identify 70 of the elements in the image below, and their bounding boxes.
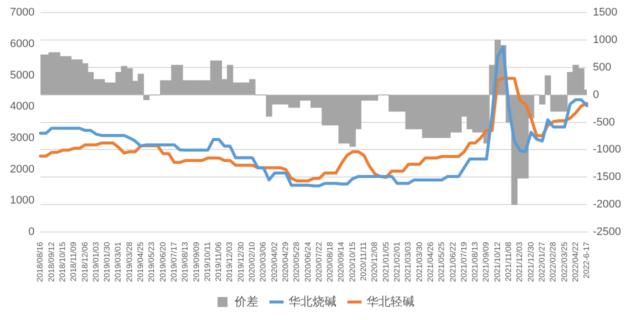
x-tick-label: 2020/06/24: [303, 241, 312, 282]
x-tick-label: 2020/10/15: [348, 241, 357, 282]
y2-tick-label: -2500: [592, 226, 622, 238]
x-tick-label: 2018/09/12: [46, 241, 56, 282]
x-tick-label: 2019/03/01: [114, 241, 123, 282]
x-tick-label: 2022-6-17: [582, 241, 592, 278]
x-tick-label: 2018/11/09: [69, 241, 78, 282]
y2-tick-label: -500: [592, 116, 615, 128]
y2-tick-label: 500: [592, 61, 612, 74]
x-tick-label: 2019/04/25: [136, 241, 146, 282]
x-tick-label: 2022/04/22: [570, 241, 580, 282]
x-tick-label: 2019/10/11: [202, 241, 212, 282]
x-tick-label: 2020/02/10: [248, 241, 257, 282]
y-tick-label: 7000: [10, 6, 34, 19]
y-tick-label: 5000: [10, 69, 34, 82]
x-tick-label: 2021/12/03: [515, 241, 524, 282]
x-tick-label: 2022/01/27: [537, 241, 546, 282]
y2-tick-label: -1500: [592, 171, 622, 184]
x-tick-label: 2020/07/22: [314, 241, 324, 282]
x-tick-label: 2019/12/30: [236, 241, 246, 282]
x-tick-label: 2021/01/05: [381, 241, 390, 282]
x-tick-label: 2019/05/23: [147, 241, 156, 282]
x-tick-label: 2021/03/03: [404, 241, 413, 282]
y-tick-label: 3000: [10, 132, 34, 144]
x-tick-label: 2020/09/14: [336, 241, 346, 282]
y-tick-label: 4000: [10, 100, 34, 113]
x-tick-label: 2018/10/15: [58, 241, 67, 282]
y2-tick-label: 1500: [592, 6, 618, 19]
x-tick-label: 2021/07/19: [459, 241, 468, 282]
y-tick-label: 2000: [10, 163, 34, 176]
legend-label: 华北轻碱: [366, 294, 414, 308]
y2-tick-label: 0: [592, 88, 599, 101]
y-tick-label: 0: [28, 226, 34, 238]
x-tick-label: 2022/03/25: [560, 241, 569, 282]
x-tick-label: 2021/09/09: [482, 241, 491, 282]
x-tick-label: 2021/06/22: [448, 241, 458, 282]
x-tick-label: 2018/08/16: [36, 241, 45, 282]
x-tick-label: 2019/07/17: [169, 241, 178, 282]
x-tick-label: 2020/12/08: [370, 241, 380, 282]
x-tick-label: 2019/08/13: [180, 241, 190, 282]
x-tick-label: 2020/03/06: [258, 241, 268, 282]
x-tick-label: 2021/08/13: [470, 241, 480, 282]
x-tick-label: 2022/02/28: [548, 241, 558, 282]
x-tick-label: 2021/12/30: [526, 241, 536, 282]
x-tick-label: 2019/12/03: [225, 241, 234, 282]
y2-tick-label: 1000: [592, 34, 618, 46]
x-tick-label: 2019/01/03: [91, 241, 100, 282]
x-tick-label: 2019/11/06: [214, 241, 224, 282]
legend-label: 价差: [234, 294, 258, 308]
legend-label: 华北烧碱: [288, 294, 336, 308]
y-tick-label: 6000: [10, 38, 34, 50]
x-tick-label: 2020/04/02: [270, 241, 279, 282]
y2-tick-label: -1000: [592, 144, 622, 156]
x-tick-label: 2019/03/28: [124, 241, 134, 282]
x-tick-label: 2018/12/06: [80, 241, 90, 282]
x-tick-label: 2021/11/08: [504, 241, 514, 282]
x-tick-label: 2020/04/29: [280, 241, 290, 282]
x-tick-label: 2021/04/26: [426, 241, 435, 282]
x-tick-label: 2019/06/20: [158, 241, 168, 282]
x-tick-label: 2021/10/12: [492, 241, 502, 282]
x-tick-label: 2020/05/28: [292, 241, 302, 282]
x-tick-label: 2021/02/01: [392, 241, 402, 282]
x-tick-label: 2019/01/30: [102, 241, 112, 282]
x-tick-label: 2021/05/25: [437, 241, 446, 282]
x-tick-label: 2019/09/09: [192, 241, 201, 282]
x-tick-label: 2020/11/11: [359, 241, 368, 281]
x-tick-label: 2021/03/30: [414, 241, 424, 282]
y-tick-label: 1000: [10, 194, 34, 207]
y2-tick-label: -2000: [592, 198, 622, 211]
x-tick-label: 2020/08/18: [326, 241, 335, 282]
